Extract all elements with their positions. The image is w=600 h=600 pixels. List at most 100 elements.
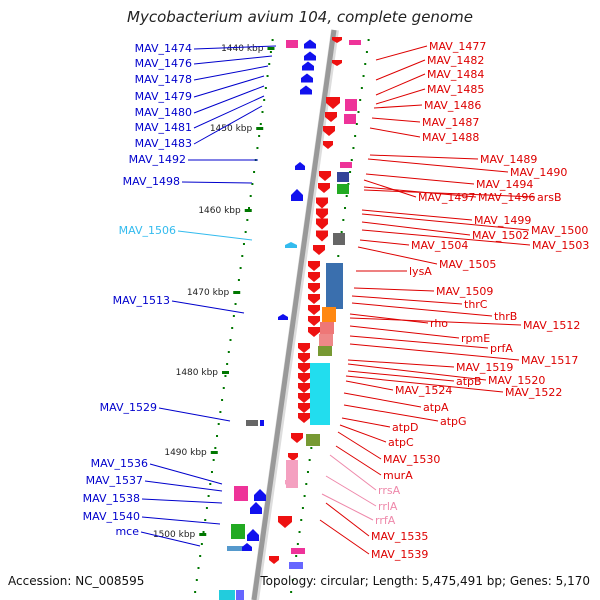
gene-label-right: atpC: [388, 436, 414, 449]
tick-dot: [344, 207, 347, 209]
gene-label-right: rrfA: [375, 514, 396, 527]
gene-arrow-down: [308, 261, 320, 271]
gene-arrow-down: [269, 556, 279, 564]
tick-dot: [221, 399, 224, 401]
tick-dot: [212, 459, 215, 461]
gene-arrow-down: [291, 433, 303, 443]
tick-dot: [253, 171, 256, 173]
gene-label-left: MAV_1474: [135, 42, 192, 55]
gene-arrow-down: [298, 353, 310, 363]
gene-arrow-down: [298, 403, 310, 413]
tick-dot: [251, 183, 254, 185]
gene-box: [260, 420, 264, 426]
gene-label-right: MAV_1485: [427, 83, 484, 96]
leader-line: [193, 65, 269, 81]
tick-dot: [300, 519, 303, 521]
tick-dot: [342, 219, 345, 221]
tick-dot: [226, 363, 229, 365]
gene-box: [286, 40, 298, 48]
gene-label-right: MAV_1489: [480, 153, 537, 166]
gene-label-right: MAV_1477: [429, 40, 486, 53]
tick-dot: [205, 507, 208, 509]
kbp-tick: [244, 209, 252, 212]
tick-dot: [261, 111, 264, 113]
gene-label-left: MAV_1483: [135, 137, 192, 150]
gene-box: [340, 162, 352, 168]
gene-label-left: MAV_1492: [129, 153, 186, 166]
leader-line: [371, 117, 421, 123]
tick-dot: [219, 411, 222, 413]
gene-label-right: MAV_1504: [411, 239, 468, 252]
leader-line: [193, 85, 265, 114]
gene-arrow-down: [288, 453, 298, 461]
tick-dot: [264, 87, 267, 89]
accession-text: Accession: NC_008595: [8, 574, 145, 588]
tick-dot: [359, 99, 362, 101]
tick-dot: [217, 423, 220, 425]
leader-line: [343, 392, 422, 408]
gene-arrow-down: [325, 112, 337, 122]
leader-line: [144, 480, 223, 492]
gene-arrow-down: [323, 141, 333, 149]
leader-line: [375, 88, 426, 105]
leader-line: [345, 375, 504, 393]
gene-arrow-down: [278, 516, 292, 528]
tick-dot: [349, 171, 352, 173]
gene-box: [322, 307, 336, 322]
gene-arrow-down: [308, 316, 320, 326]
tick-dot: [248, 207, 251, 209]
gene-arrow-down: [319, 171, 331, 181]
backbone-layer: [251, 29, 339, 600]
leader-line: [375, 73, 426, 96]
tick-dot: [214, 447, 217, 449]
gene-arrow-up: [304, 51, 316, 61]
kbp-tick: [267, 47, 275, 50]
gene-arrow-up: [295, 162, 305, 170]
gene-label-left: MAV_1537: [86, 474, 143, 487]
tick-dot: [227, 351, 230, 353]
leader-line: [349, 335, 489, 349]
leader-line: [319, 519, 370, 555]
tick-dot: [298, 531, 301, 533]
leader-line: [361, 209, 473, 221]
leader-line: [363, 189, 536, 198]
tick-dot: [306, 471, 309, 473]
gene-arrow-down: [308, 294, 320, 304]
map-title: Mycobacterium avium 104, complete genome: [127, 8, 473, 26]
kbp-tick-label: 1440 kbp: [221, 44, 264, 54]
gene-box: [337, 172, 349, 182]
gene-box: [320, 322, 334, 334]
leader-line: [369, 154, 479, 160]
gene-arrow-up: [302, 61, 314, 71]
gene-arrow-down: [308, 272, 320, 282]
gene-arrow-up: [285, 242, 297, 248]
gene-label-right: prfA: [490, 342, 513, 355]
tick-dot: [310, 447, 313, 449]
leader-line: [343, 404, 439, 422]
gene-arrow-down: [316, 208, 328, 220]
gene-arrow-down: [298, 363, 310, 373]
gene-label-right: MAV_1535: [371, 530, 428, 543]
leader-line: [193, 105, 263, 145]
backbone: [251, 29, 337, 600]
gene-box: [337, 184, 349, 194]
tick-layer: 1440 kbp 1450 kbp 1460 kbp 1470 kbp 1480 kbp…: [153, 39, 370, 593]
tick-dot: [222, 387, 225, 389]
tick-dot: [357, 111, 360, 113]
tick-dot: [244, 231, 247, 233]
gene-label-right: MAV_1503: [532, 239, 589, 252]
gene-box: [289, 562, 303, 569]
leader-line: [361, 213, 530, 231]
gene-arrow-down: [316, 197, 328, 209]
leader-line: [349, 343, 520, 361]
gene-label-left: MAV_1506: [119, 224, 176, 237]
gene-arrow-down: [285, 480, 295, 488]
gene-arrow-up: [291, 189, 303, 201]
leader-line: [193, 45, 277, 50]
tick-dot: [229, 339, 232, 341]
gene-arrow-down: [298, 383, 310, 393]
gene-arrow-down: [316, 218, 328, 230]
tick-dot: [301, 507, 304, 509]
gene-label-right: MAV_1500: [531, 224, 588, 237]
tick-dot: [268, 63, 271, 65]
